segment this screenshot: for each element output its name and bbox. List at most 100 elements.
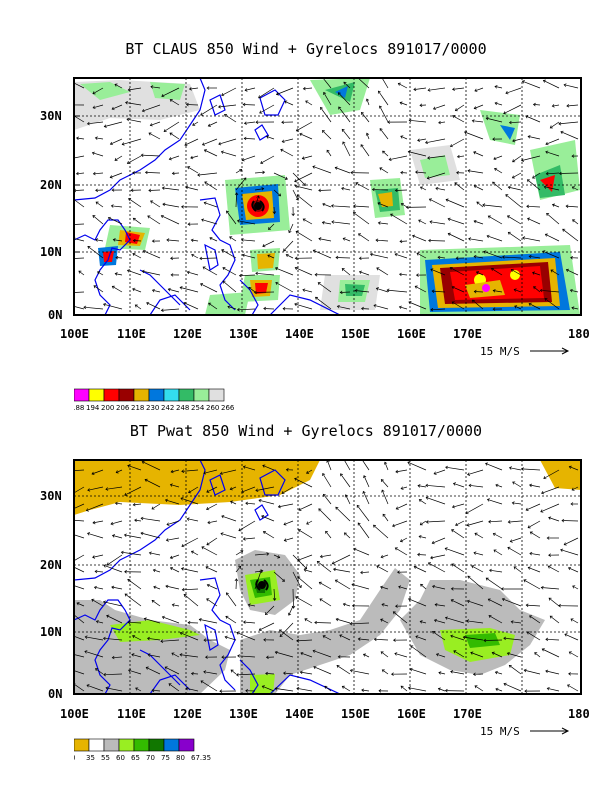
panel2-wind-arrow <box>361 689 370 692</box>
panel2-wind-arrow <box>541 587 560 590</box>
panel2-wind-arrowhead <box>258 569 263 573</box>
panel2-wind-arrowhead <box>85 508 89 512</box>
panel1-wind-arrowhead <box>248 286 252 290</box>
panel1-wind-arrowhead <box>334 166 338 170</box>
panel2-lat-label: 0N <box>48 687 62 701</box>
panel1-wind-arrow <box>359 271 370 276</box>
panel1-wind-arrow <box>296 194 313 208</box>
panel1-wind-arrow <box>92 152 104 157</box>
panel2-wind-arrow <box>474 685 484 692</box>
panel1-wind-arrowhead <box>261 187 265 191</box>
panel1-wind-arrow <box>379 167 389 174</box>
panel2-wind-arrowhead <box>93 585 97 590</box>
panel1-wind-arrowhead <box>473 151 477 155</box>
panel2-wind-arrowhead <box>425 520 429 524</box>
panel2-wind-arrowhead <box>548 553 551 557</box>
panel2-wind-arrow <box>112 656 123 659</box>
panel1-wind-arrowhead <box>475 271 479 275</box>
panel2-wind-arrowhead <box>103 672 106 677</box>
panel1-wind-arrow <box>302 155 313 159</box>
panel2-wind-arrowhead <box>391 672 394 676</box>
panel1-wind-arrowhead <box>493 156 497 161</box>
panel2-wind-arrow <box>300 652 313 658</box>
panel2-wind-arrowhead <box>279 634 283 638</box>
panel2-wind-arrow <box>265 673 275 675</box>
panel2-wind-arrowhead <box>264 612 268 616</box>
panel1-legend-swatch <box>178 388 195 402</box>
panel1-wind-arrow <box>204 202 218 208</box>
panel2-wind-arrow <box>181 568 199 573</box>
panel1-wind-arrow <box>186 104 199 106</box>
panel2-wind-arrow <box>343 603 351 607</box>
panel2-wind-arrowhead <box>363 475 367 479</box>
panel2-wind-arrowhead <box>299 670 303 675</box>
panel1-wind-arrow <box>532 272 541 276</box>
panel2-wind-arrow <box>230 669 237 675</box>
panel1-wind-arrow <box>340 291 351 293</box>
panel2-wind-arrow <box>317 561 332 573</box>
panel2-wind-arrow <box>524 669 541 675</box>
panel1-wind-arrow <box>78 270 85 276</box>
panel1-wind-arrow <box>394 253 408 259</box>
panel2-legend-swatch <box>148 738 165 752</box>
panel1-wind-arrow <box>142 104 161 112</box>
panel2-wind-arrowhead <box>417 484 421 488</box>
panel2-wind-arrow <box>540 503 560 513</box>
panel1-wind-arrowhead <box>132 238 136 243</box>
panel1-wind-arrow <box>276 87 294 95</box>
panel1-wind-arrowhead <box>571 186 575 190</box>
panel2-wind-arrow <box>450 671 465 675</box>
panel1-wind-arrow <box>163 121 180 132</box>
panel1-wind-arrow <box>562 228 579 242</box>
panel1-wind-arrow <box>222 267 237 276</box>
panel2-wind-arrowhead <box>395 506 399 510</box>
panel2-wind-arrowhead <box>283 538 287 542</box>
panel2-wind-arrow <box>149 552 161 556</box>
panel1-wind-arrowhead <box>295 230 299 234</box>
panel2-cyclone-icon <box>255 579 269 591</box>
panel2-wind-arrowhead <box>450 587 454 591</box>
panel1-wind-arrowhead <box>134 304 138 308</box>
panel2-wind-arrow <box>74 585 85 590</box>
panel1-wind-arrowhead <box>114 157 118 161</box>
panel1-wind-arrowhead <box>107 216 111 220</box>
panel1-wind-arrowhead <box>299 132 303 136</box>
panel1-wind-arrow <box>190 155 199 159</box>
panel2-wind-arrow <box>325 531 332 539</box>
panel1-wind-arrow <box>566 104 579 107</box>
panel1-wind-arrow <box>512 138 522 142</box>
panel2-wind-arrowhead <box>524 689 528 693</box>
panel2-wind-arrow <box>408 598 427 607</box>
panel1-legend-swatch <box>148 388 165 402</box>
panel2-legend-swatch <box>74 738 90 752</box>
panel1-wind-arrowhead <box>295 197 299 201</box>
panel2-wind-arrowhead <box>66 667 68 670</box>
panel2-legend-label: 67.35 <box>191 754 211 762</box>
panel2-wind-arrowhead <box>205 566 209 570</box>
panel1-wind-arrow <box>527 179 541 191</box>
panel2-wind-arrowhead <box>342 602 346 607</box>
panel1-wind-arrowhead <box>397 82 401 86</box>
panel2-wind-arrowhead <box>427 562 431 566</box>
panel1-wind-arrow <box>168 288 180 293</box>
panel1-wind-arrow <box>87 246 104 259</box>
panel1-wind-arrowhead <box>405 205 409 210</box>
panel2-wind-arrowhead <box>465 511 469 515</box>
panel2-wind-arrow <box>128 669 142 675</box>
panel2-wind-arrowhead <box>466 599 470 604</box>
panel2-wind-arrow <box>296 639 313 642</box>
panel1-wind-arrowhead <box>432 106 436 110</box>
panel1-wind-arrowhead <box>394 252 398 257</box>
panel2-wind-arrowhead <box>444 547 448 551</box>
panel1-scale-arrow-icon <box>530 347 570 355</box>
panel1-wind-arrowhead <box>166 238 170 242</box>
panel2-wind-arrow <box>133 503 142 506</box>
panel1-wind-arrowhead <box>565 268 569 272</box>
panel1-wind-arrow <box>161 215 180 225</box>
panel2-wind-arrow <box>283 520 294 525</box>
panel1-wind-arrowhead <box>121 142 125 146</box>
panel2-wind-arrowhead <box>540 585 544 590</box>
panel2-wind-arrowhead <box>102 636 106 641</box>
panel1-wind-arrowhead <box>505 194 509 198</box>
panel2-wind-arrowhead <box>383 461 388 465</box>
